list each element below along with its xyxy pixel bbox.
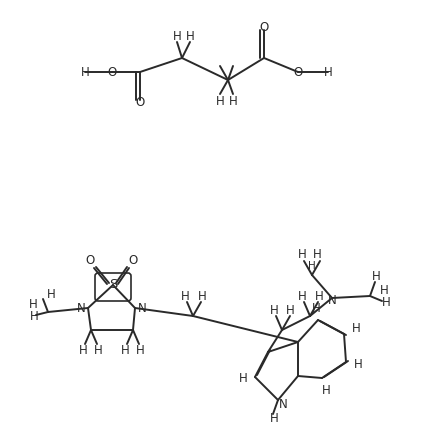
Text: H: H: [30, 309, 39, 323]
Text: H: H: [94, 344, 103, 357]
Text: N: N: [327, 294, 336, 306]
Text: H: H: [308, 261, 316, 271]
Text: H: H: [313, 249, 321, 262]
Text: H: H: [270, 411, 278, 425]
Text: H: H: [198, 289, 207, 303]
Text: H: H: [185, 30, 194, 42]
Text: O: O: [293, 65, 303, 78]
Text: H: H: [121, 344, 129, 357]
Text: H: H: [312, 301, 320, 315]
Text: N: N: [138, 301, 146, 315]
Text: N: N: [77, 301, 86, 315]
Text: H: H: [382, 295, 390, 309]
Text: H: H: [297, 289, 306, 303]
Text: H: H: [181, 289, 190, 303]
Text: O: O: [108, 65, 116, 78]
Text: H: H: [353, 357, 362, 371]
Text: H: H: [172, 30, 181, 42]
Text: H: H: [286, 303, 294, 316]
Text: H: H: [79, 344, 87, 357]
Text: N: N: [279, 398, 287, 411]
Text: H: H: [215, 95, 224, 107]
Text: H: H: [297, 249, 306, 262]
Text: H: H: [47, 288, 56, 301]
Text: H: H: [314, 289, 323, 303]
Text: O: O: [129, 253, 138, 267]
Text: H: H: [228, 95, 237, 107]
Text: H: H: [29, 298, 37, 312]
Text: H: H: [323, 65, 332, 78]
Text: H: H: [352, 323, 360, 336]
Text: S: S: [109, 279, 117, 291]
Text: O: O: [259, 21, 269, 33]
Text: H: H: [270, 303, 278, 316]
Text: H: H: [239, 372, 247, 386]
Text: H: H: [81, 65, 89, 78]
Text: O: O: [135, 95, 145, 109]
Text: H: H: [322, 383, 330, 396]
Text: H: H: [372, 270, 380, 283]
Text: H: H: [379, 285, 388, 297]
Text: H: H: [136, 344, 144, 357]
Text: O: O: [86, 253, 95, 267]
